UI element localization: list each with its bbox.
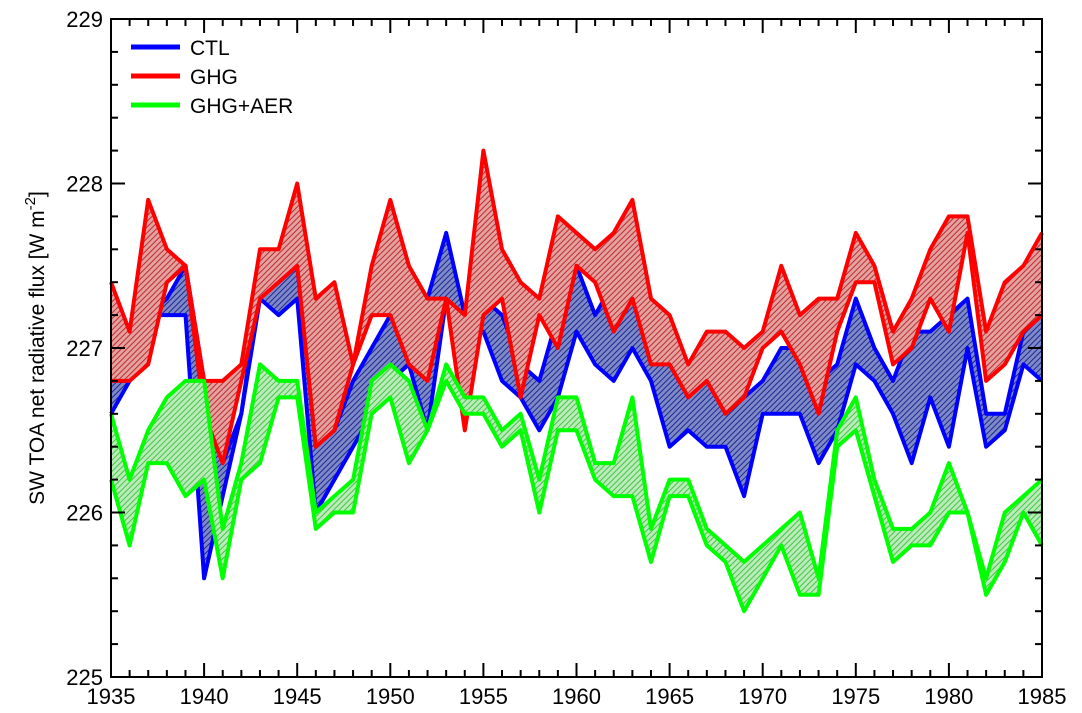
- legend-label-ghg: GHG: [190, 66, 238, 89]
- x-axis-tick-labels: 1935 1940 1945 1950 1955 1960 1965 1970 1975 1980…: [87, 684, 1067, 709]
- x-tick-label: 1955: [459, 684, 508, 709]
- y-tick-label: 228: [66, 172, 103, 197]
- x-tick-label: 1980: [924, 684, 973, 709]
- y-tick-label: 227: [66, 336, 103, 361]
- axis-ticks: [110, 18, 1043, 678]
- series-lower-line-ghg: [111, 230, 1044, 466]
- x-tick-label: 1965: [645, 684, 694, 709]
- series-upper-line-ghg-aer: [109, 362, 1044, 581]
- legend: CTL GHG GHG+AER: [131, 37, 293, 118]
- y-axis-title: SW TOA net radiative flux [W m-2]: [22, 191, 49, 505]
- y-axis-title-superscript: -2: [22, 197, 39, 210]
- series-lower-line-ctl: [109, 296, 1044, 581]
- x-tick-label: 1970: [738, 684, 787, 709]
- y-axis-title-main: SW TOA net radiative flux [W m: [26, 210, 49, 504]
- x-tick-label: 1945: [273, 684, 322, 709]
- x-tick-label: 1940: [180, 684, 229, 709]
- series-lower-line-ghg-aer: [109, 378, 1044, 614]
- x-tick-label: 1975: [831, 684, 880, 709]
- x-tick-label: 1960: [552, 684, 601, 709]
- series-upper-line-ghg: [109, 148, 1044, 383]
- x-tick-label: 1950: [366, 684, 415, 709]
- legend-label-ctl: CTL: [190, 37, 230, 60]
- legend-label-ghg-aer: GHG+AER: [190, 95, 293, 118]
- y-tick-label: 225: [66, 665, 103, 690]
- y-axis-title-close: ]: [26, 191, 49, 197]
- y-tick-label: 229: [66, 7, 103, 32]
- plot-series: [109, 148, 1044, 614]
- series-band-ctl: [111, 232, 1042, 579]
- y-tick-label: 226: [66, 501, 103, 526]
- x-tick-label: 1985: [1018, 684, 1067, 709]
- y-axis-tick-labels: 225 226 227 228 229: [66, 7, 103, 690]
- x-tick-label: 1935: [87, 684, 136, 709]
